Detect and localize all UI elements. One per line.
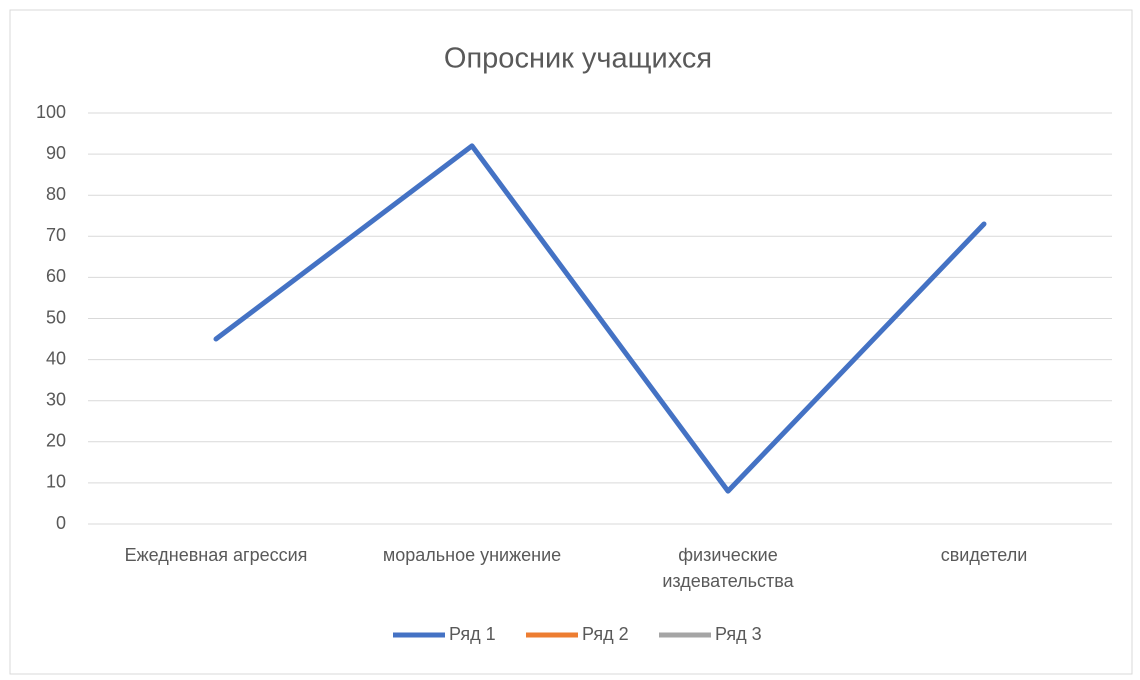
x-tick-label: свидетели (940, 545, 1028, 565)
y-tick-label: 100 (36, 102, 66, 122)
legend-label: Ряд 1 (449, 624, 496, 644)
y-tick-label: 30 (46, 389, 66, 409)
y-tick-label: 80 (46, 184, 66, 204)
y-tick-label: 0 (56, 513, 66, 533)
legend-label: Ряд 3 (715, 624, 762, 644)
legend-label: Ряд 2 (582, 624, 629, 644)
y-tick-label: 90 (46, 143, 66, 163)
x-tick-label: моральное унижение (382, 545, 562, 565)
series-line (213, 143, 987, 494)
y-tick-label: 60 (46, 266, 66, 286)
y-tick-label: 20 (46, 431, 66, 451)
y-tick-label: 50 (46, 307, 66, 327)
chart-frame (9, 9, 1133, 675)
chart-title: Опросник учащихся (444, 43, 712, 75)
x-tick-label: физические издевательства (662, 545, 794, 591)
y-tick-label: 10 (46, 472, 66, 492)
y-tick-label: 40 (46, 348, 66, 368)
x-tick-label: Ежедневная агрессия (124, 545, 308, 565)
y-tick-label: 70 (46, 225, 66, 245)
